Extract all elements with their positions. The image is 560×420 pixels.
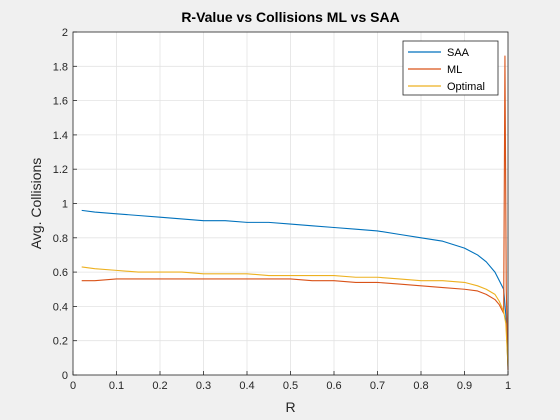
x-tick-label: 0 <box>70 380 76 392</box>
y-tick-label: 1.4 <box>53 130 68 142</box>
y-tick-label: 1.8 <box>53 61 68 73</box>
chart-title: R-Value vs Collisions ML vs SAA <box>181 9 399 25</box>
x-tick-label: 0.5 <box>283 380 298 392</box>
y-tick-label: 0 <box>62 370 68 382</box>
x-axis-label: R <box>285 399 295 415</box>
series-line-optimal <box>81 266 509 367</box>
y-tick-label: 2 <box>62 27 68 39</box>
x-tick-label: 0.8 <box>413 380 428 392</box>
ticks: 0 0.1 0.2 0.3 0.4 0.5 0.6 0.7 0.8 0.9 1 0 0.2 0.4 0.6 0… <box>53 27 511 392</box>
legend-entry-saa: SAA <box>447 47 470 59</box>
x-tick-label: 0.9 <box>457 380 472 392</box>
series-line-saa <box>81 209 509 367</box>
y-axis-label: Avg. Collisions <box>28 158 44 250</box>
x-tick-label: 0.2 <box>152 380 167 392</box>
x-tick-label: 0.6 <box>326 380 341 392</box>
y-tick-label: 0.4 <box>53 301 68 313</box>
series-layer <box>81 55 509 370</box>
y-tick-label: 0.8 <box>53 233 68 245</box>
y-tick-label: 0.6 <box>53 267 68 279</box>
x-tick-label: 0.7 <box>370 380 385 392</box>
x-tick-label: 0.4 <box>239 380 254 392</box>
series-line-ml <box>81 55 509 370</box>
legend-entry-optimal: Optimal <box>447 81 485 93</box>
x-tick-label: 0.1 <box>109 380 124 392</box>
x-tick-label: 0.3 <box>196 380 211 392</box>
y-tick-label: 1.2 <box>53 164 68 176</box>
legend-entry-ml: ML <box>447 64 462 76</box>
x-tick-label: 1 <box>505 380 511 392</box>
y-tick-label: 0.2 <box>53 336 68 348</box>
legend: SAA ML Optimal <box>402 40 499 96</box>
y-tick-label: 1.6 <box>53 96 68 108</box>
y-tick-label: 1 <box>62 199 68 211</box>
